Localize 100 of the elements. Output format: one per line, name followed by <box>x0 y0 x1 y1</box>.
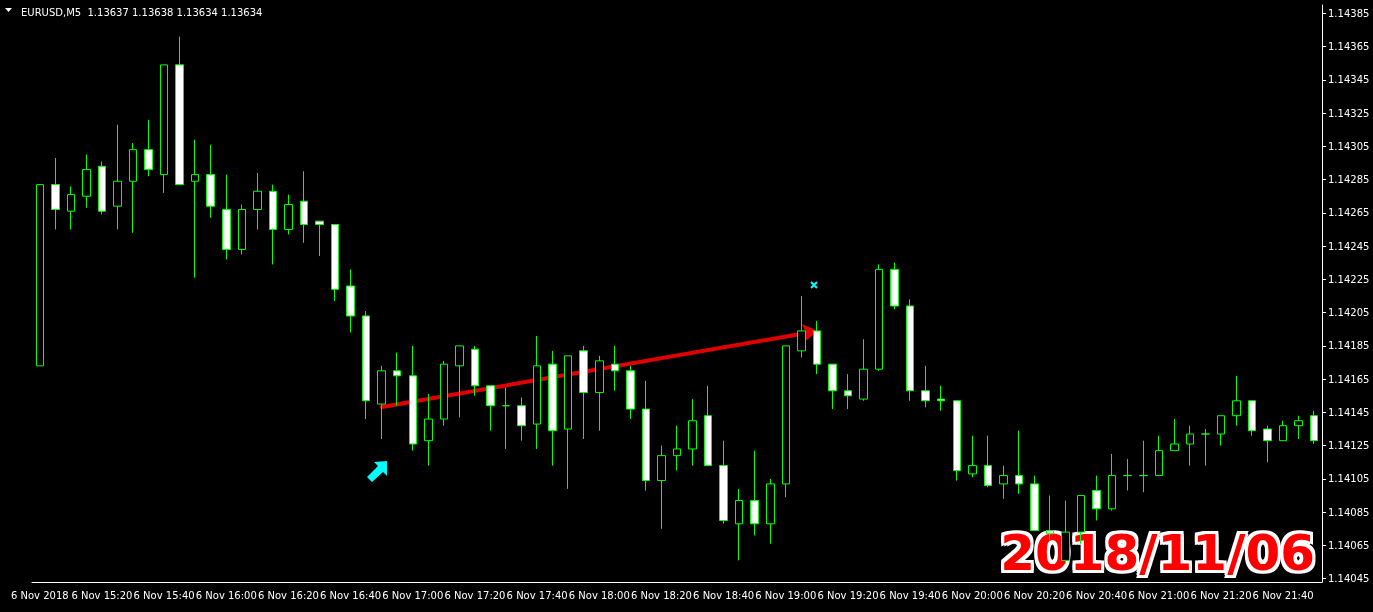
candlestick <box>222 174 231 260</box>
candlestick <box>36 184 44 367</box>
y-tick-label: 1.14065 <box>1328 539 1370 551</box>
x-tick-label: 6 Nov 16:00 <box>195 589 257 601</box>
candlestick <box>1139 440 1148 493</box>
x-tick-label: 6 Nov 19:40 <box>879 589 941 601</box>
candlestick <box>440 360 448 427</box>
candlestick <box>1155 435 1163 477</box>
candlestick <box>191 139 199 279</box>
candlestick <box>564 355 572 490</box>
x-tick-label: 6 Nov 20:40 <box>1066 589 1128 601</box>
candlestick <box>1123 458 1132 492</box>
candlestick <box>471 345 479 397</box>
x-tick-label: 6 Nov 16:20 <box>257 589 319 601</box>
candlestick <box>1015 430 1023 495</box>
candlestick <box>797 295 806 359</box>
candlestick <box>129 142 137 234</box>
y-tick-label: 1.14305 <box>1328 140 1370 152</box>
y-tick-label: 1.14185 <box>1328 340 1370 352</box>
candlestick <box>502 386 510 450</box>
x-tick-label: 6 Nov 21:00 <box>1128 589 1190 601</box>
candlestick <box>766 478 775 545</box>
candlestick <box>455 345 464 418</box>
candlestick <box>1170 418 1179 452</box>
candlestick <box>51 157 60 230</box>
candlestick <box>284 194 293 235</box>
candlestick <box>968 435 977 478</box>
candlestick <box>704 385 712 467</box>
candlestick <box>921 365 930 408</box>
y-tick-label: 1.14085 <box>1328 506 1370 518</box>
candlestick <box>98 160 106 216</box>
x-tick-label: 6 Nov 18:00 <box>568 589 630 601</box>
chart-title: EURUSD,M5 1.13637 1.13638 1.13634 1.13634 <box>21 6 263 18</box>
candlestick <box>1248 400 1256 437</box>
candlestick <box>1217 415 1225 447</box>
candlestick <box>1108 453 1116 511</box>
candlestick <box>953 400 961 482</box>
candlestick <box>859 338 868 402</box>
x-tick-label: 6 Nov 20:00 <box>941 589 1003 601</box>
candlestick <box>393 352 401 407</box>
candlestick <box>113 124 122 230</box>
candlestick <box>735 488 743 561</box>
candlestick <box>1279 420 1287 442</box>
candlestick <box>269 184 277 265</box>
x-tick-label: 6 Nov 21:40 <box>1252 589 1314 601</box>
y-tick-label: 1.14385 <box>1328 7 1370 19</box>
y-tick-label: 1.14245 <box>1328 240 1370 252</box>
candlestick <box>828 363 837 410</box>
candlestick <box>300 170 308 244</box>
candlestick <box>984 435 992 488</box>
annotation: 2018/11/06 <box>1000 524 1315 582</box>
candlestick <box>1186 425 1194 467</box>
candlestick <box>673 425 681 472</box>
candlestick <box>719 440 728 525</box>
x-tick-label: 6 Nov 19:00 <box>755 589 817 601</box>
candlestick <box>1310 410 1318 445</box>
y-tick-label: 1.14145 <box>1328 406 1370 418</box>
x-tick-label: 6 Nov 15:20 <box>71 589 133 601</box>
x-tick-label: 6 Nov 17:40 <box>506 589 568 601</box>
candlestick <box>611 345 619 392</box>
candlestick <box>1030 475 1039 531</box>
candlestick <box>486 385 495 432</box>
candlestick <box>890 262 899 310</box>
candlestick <box>906 298 914 402</box>
candlestick <box>1092 475 1101 521</box>
x-tick-label: 6 Nov 19:20 <box>817 589 879 601</box>
candlestick <box>144 119 153 177</box>
candlestick <box>750 450 759 536</box>
candlestick <box>331 223 339 302</box>
y-tick-label: 1.14325 <box>1328 107 1370 119</box>
candlestick <box>688 398 697 467</box>
candlestick <box>253 172 262 230</box>
candlestick <box>160 64 168 194</box>
candlestick <box>346 268 355 334</box>
candlestick <box>875 263 883 372</box>
y-tick-label: 1.14265 <box>1328 207 1370 219</box>
y-tick-label: 1.14365 <box>1328 41 1370 53</box>
candlestick <box>642 380 650 492</box>
candlestick <box>409 345 417 452</box>
y-tick-label: 1.14205 <box>1328 307 1370 319</box>
candlestick <box>1294 415 1303 440</box>
candlestick <box>626 365 635 420</box>
candlestick <box>238 204 246 255</box>
x-tick-label: 6 Nov 18:20 <box>630 589 692 601</box>
candlestick <box>595 355 604 432</box>
y-tick-label: 1.14105 <box>1328 473 1370 485</box>
candlestick <box>67 185 75 230</box>
candlestick <box>206 144 215 219</box>
candlestick <box>813 320 821 375</box>
x-tick-label: 6 Nov 17:00 <box>382 589 444 601</box>
candlestick <box>657 445 666 530</box>
y-tick-label: 1.14225 <box>1328 273 1370 285</box>
candlestick <box>782 345 790 498</box>
candlestick <box>315 220 324 257</box>
x-tick-label: 6 Nov 17:20 <box>444 589 506 601</box>
candlestick <box>362 310 370 420</box>
candlestick <box>533 335 541 450</box>
candlestick <box>1232 375 1241 427</box>
candlestick <box>82 154 91 209</box>
candlestick <box>844 373 852 410</box>
